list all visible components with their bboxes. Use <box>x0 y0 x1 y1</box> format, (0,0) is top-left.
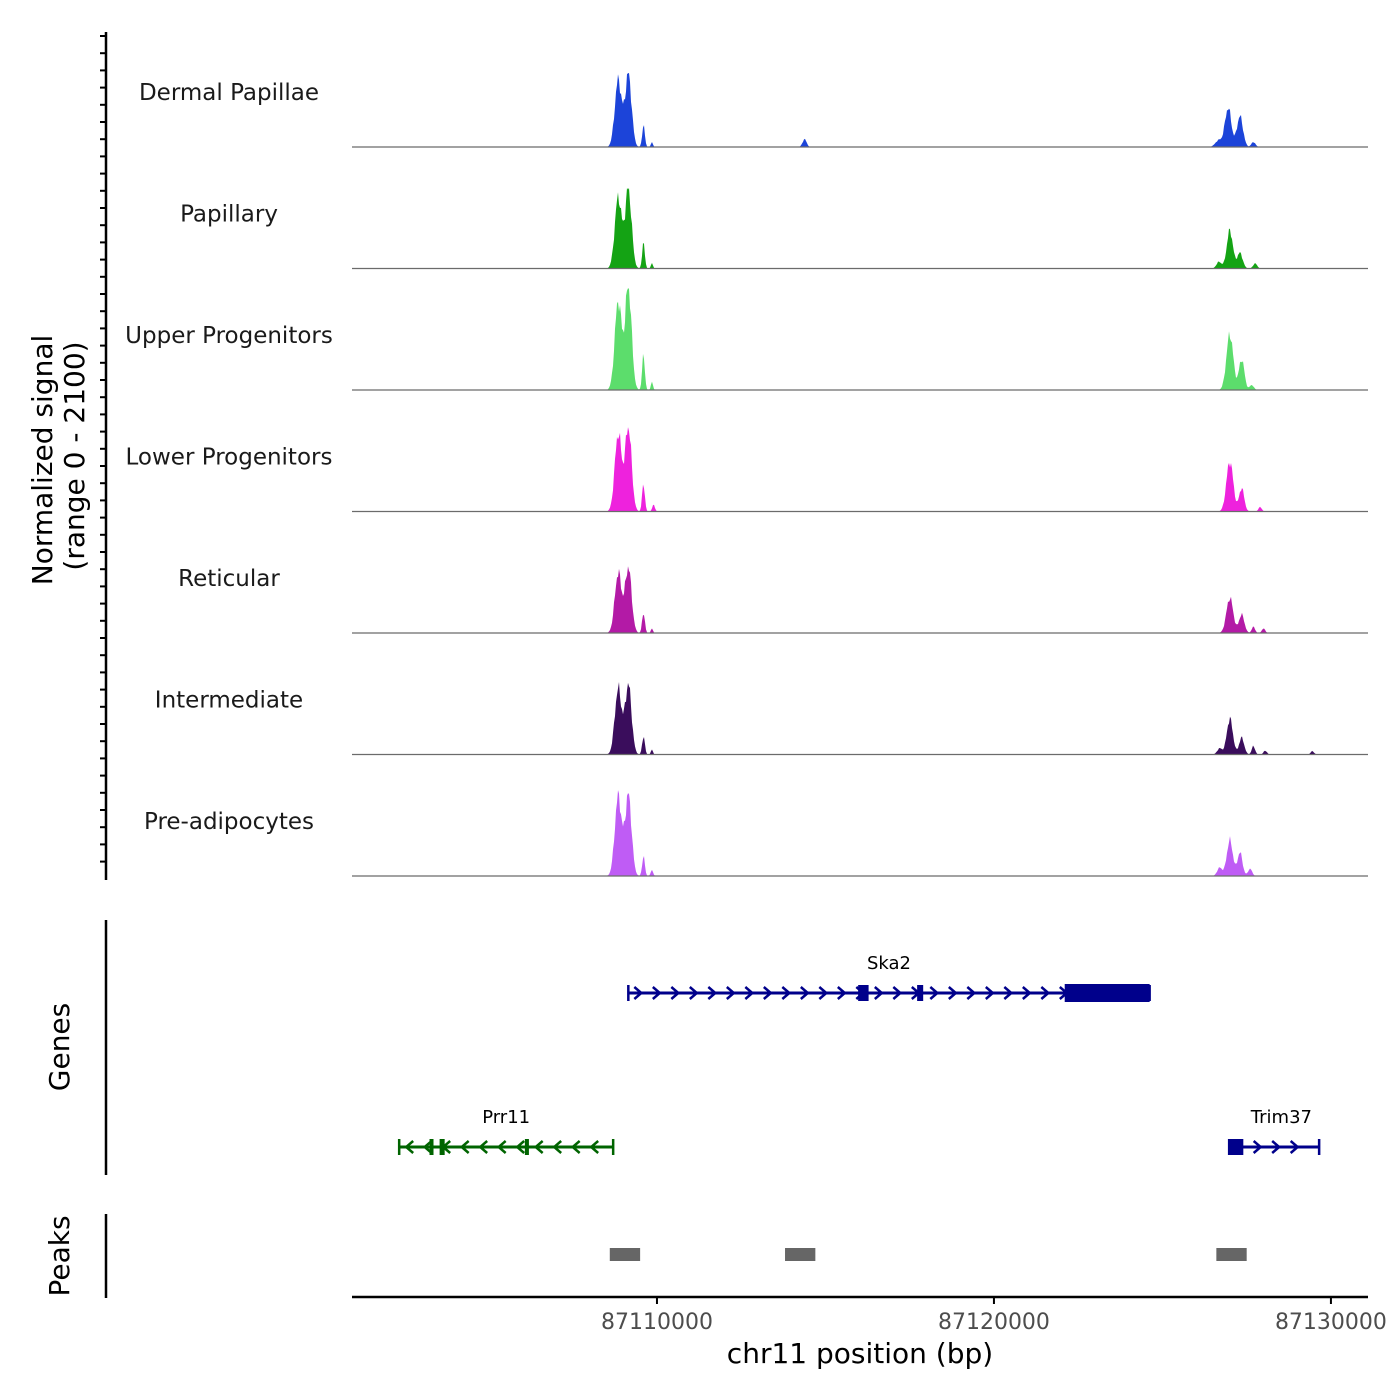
gene-name-label: Trim37 <box>1250 1107 1312 1128</box>
coverage-track: Pre-adipocytes <box>144 790 1368 877</box>
gene-models: Ska2 Prr11 Trim37 <box>397 953 1321 1155</box>
strand-arrow <box>633 986 644 1000</box>
strand-arrow <box>1003 986 1014 1000</box>
peak-region <box>609 1248 641 1261</box>
strand-arrow <box>1271 1140 1282 1154</box>
strand-arrow <box>818 986 829 1000</box>
track-label: Reticular <box>178 566 280 592</box>
strand-arrow <box>533 1140 544 1154</box>
peak-region <box>1216 1248 1247 1261</box>
track-label: Upper Progenitors <box>125 323 333 349</box>
x-tick-label: 87110000 <box>601 1310 713 1335</box>
strand-arrow <box>707 986 718 1000</box>
gene-exon <box>1064 984 1150 1002</box>
strand-arrow <box>744 986 755 1000</box>
strand-arrow <box>1289 1140 1300 1154</box>
strand-arrow <box>1022 986 1032 1000</box>
gene-name-label: Prr11 <box>482 1107 530 1128</box>
strand-arrow <box>1252 1140 1263 1154</box>
gene-exon <box>917 985 924 1001</box>
strand-arrow <box>652 986 662 1000</box>
track-label: Lower Progenitors <box>126 445 333 471</box>
strand-arrow <box>726 986 736 1000</box>
peak-region <box>785 1248 816 1261</box>
gene-exon <box>1232 1139 1244 1155</box>
coverage-track: Upper Progenitors <box>125 288 1368 391</box>
strand-arrow <box>404 1140 414 1154</box>
signal-axis-range: (range 0 - 2100) <box>58 341 91 570</box>
genes-track-title: Genes <box>43 1003 76 1091</box>
x-axis-title: chr11 position (bp) <box>727 1337 993 1370</box>
peaks-panel: Peaks <box>43 1214 1247 1298</box>
gene-model: Trim37 <box>1227 1107 1321 1155</box>
gene-model: Prr11 <box>397 1107 615 1155</box>
gene-exon <box>858 985 869 1001</box>
gene-model: Ska2 <box>627 953 1151 1002</box>
coverage-track: Papillary <box>180 187 1368 270</box>
position-x-axis: 87110000 87120000 87130000 <box>352 1295 1387 1335</box>
coverage-track: Dermal Papillae <box>139 73 1368 148</box>
strand-arrow <box>589 1140 599 1154</box>
strand-arrow <box>781 986 792 1000</box>
strand-arrow <box>689 986 699 1000</box>
gene-exon <box>429 1139 434 1155</box>
coverage-area <box>352 187 1368 269</box>
coverage-track: Reticular <box>178 566 1368 634</box>
signal-y-axis <box>100 32 108 880</box>
strand-arrow <box>496 1140 507 1154</box>
gene-name-label: Ska2 <box>867 953 911 974</box>
signal-y-ticks <box>100 35 106 863</box>
coverage-area <box>352 682 1368 755</box>
x-ticks: 87110000 87120000 87130000 <box>601 1297 1387 1335</box>
strand-arrow <box>966 986 977 1000</box>
coverage-area <box>352 790 1368 876</box>
strand-arrow <box>670 986 681 1000</box>
strand-arrow <box>422 1140 433 1154</box>
x-tick-label: 87130000 <box>1275 1310 1387 1335</box>
coverage-track: Intermediate <box>155 682 1368 756</box>
strand-arrow <box>570 1140 581 1154</box>
strand-arrow <box>948 986 958 1000</box>
strand-arrow <box>459 1140 470 1154</box>
coverage-area <box>352 566 1368 633</box>
strand-arrow <box>552 1140 562 1154</box>
track-label: Pre-adipocytes <box>144 809 314 835</box>
gene-exon <box>439 1139 445 1155</box>
strand-arrow <box>837 986 847 1000</box>
peak-regions <box>609 1248 1247 1261</box>
strand-arrow <box>478 1140 488 1154</box>
coverage-track: Lower Progenitors <box>126 427 1368 513</box>
strand-arrow <box>1040 986 1051 1000</box>
gene-exon <box>1229 1139 1234 1155</box>
x-tick-label: 87120000 <box>938 1310 1050 1335</box>
coverage-area <box>352 427 1368 512</box>
strand-arrow <box>515 1140 525 1154</box>
strand-arrow <box>800 986 810 1000</box>
track-label: Dermal Papillae <box>139 80 319 106</box>
track-label: Intermediate <box>155 688 303 714</box>
strand-arrow <box>874 986 884 1000</box>
coverage-area <box>352 288 1368 390</box>
gene-exon <box>524 1139 529 1155</box>
coverage-area <box>352 73 1368 147</box>
strand-arrow <box>985 986 995 1000</box>
signal-axis-title: Normalized signal <box>26 335 59 586</box>
strand-arrow <box>763 986 773 1000</box>
peaks-track-title: Peaks <box>43 1215 76 1296</box>
strand-arrow <box>929 986 940 1000</box>
genes-panel: Genes Ska2 Prr11 Trim37 <box>43 920 1321 1175</box>
coverage-tracks: Dermal Papillae Papillary Upper Progenitor… <box>125 73 1368 877</box>
track-label: Papillary <box>180 202 278 228</box>
strand-arrow <box>892 986 903 1000</box>
